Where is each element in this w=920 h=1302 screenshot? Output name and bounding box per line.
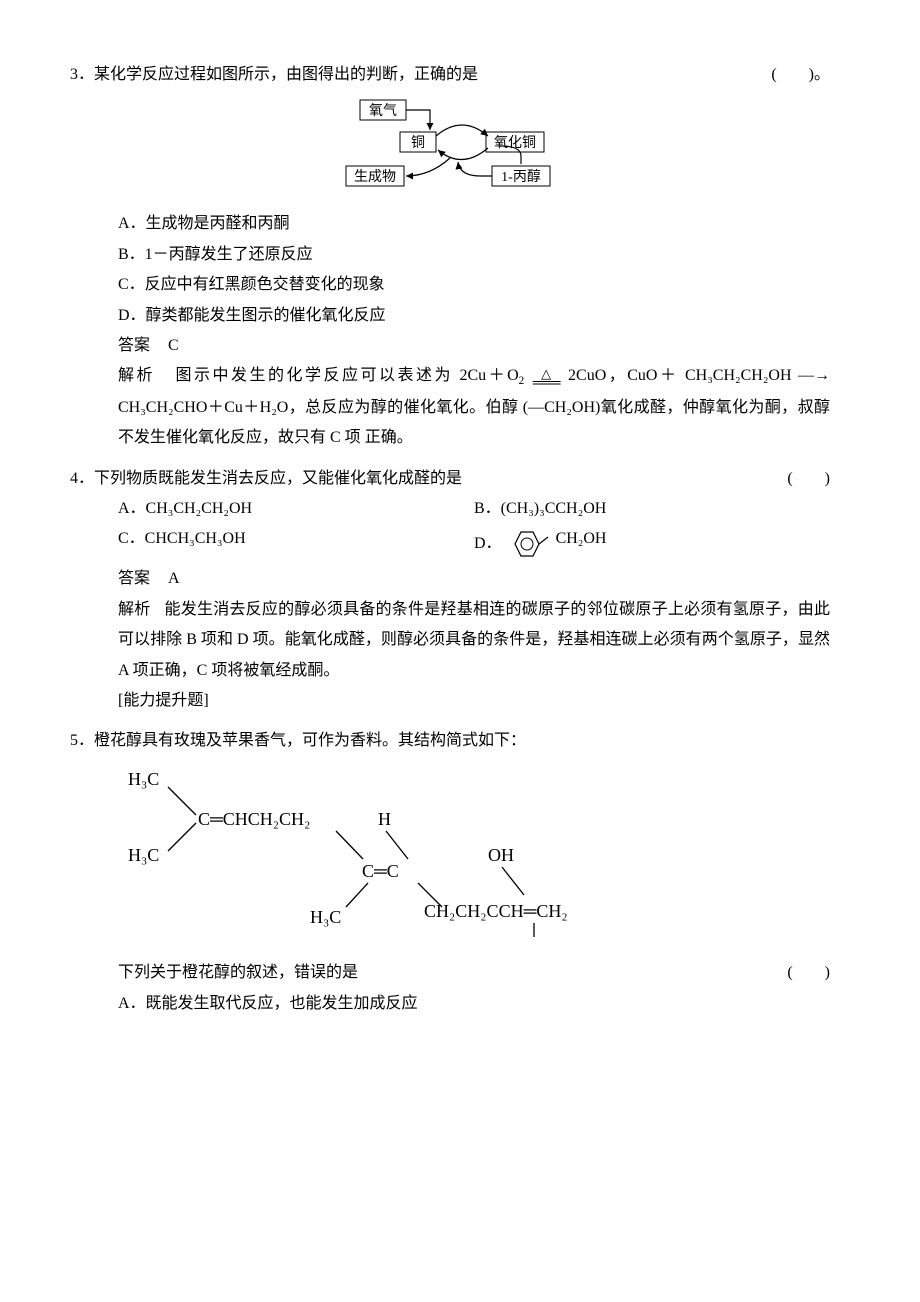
structural-formula: H₃C H₃C C═CHCH₂CH₂ H C═C H₃C OH xyxy=(118,761,830,952)
box-oxygen: 氧气 xyxy=(369,103,397,119)
option-b: B．(CH₃)₃CCH₂OH xyxy=(474,494,830,524)
box-propanol: 1-丙醇 xyxy=(501,168,541,185)
option-c: C．CHCH₃CH₃OH xyxy=(118,524,474,564)
seg2: CH₂CH₂CCH═CH₂ xyxy=(424,901,568,921)
option-c: C．反应中有红黑颜色交替变化的现象 xyxy=(118,270,830,300)
section-tag: [能力提升题] xyxy=(118,686,830,716)
question-5-options: A．既能发生取代反应，也能发生加成反应 xyxy=(90,989,830,1019)
benzene-icon xyxy=(506,524,556,564)
oh: OH xyxy=(488,845,514,865)
option-c-text: C．CHCH₃CH₃OH xyxy=(118,524,246,554)
question-3: 3． 某化学反应过程如图所示，由图得出的判断，正确的是 ( )。 氧气 铜 氧化… xyxy=(90,60,830,454)
explain-text-1: 图示中发生的化学反应可以表述为 2Cu＋O xyxy=(176,367,519,384)
question-3-header: 3． 某化学反应过程如图所示，由图得出的判断，正确的是 ( )。 xyxy=(70,60,830,90)
seg1: C═CHCH₂CH₂ xyxy=(198,809,310,829)
nerol-structure-svg: H₃C H₃C C═CHCH₂CH₂ H C═C H₃C OH xyxy=(118,761,718,941)
answer-label: 答案 xyxy=(118,570,150,587)
h3c-bot: H₃C xyxy=(128,845,159,865)
option-d: D． CH₂OH xyxy=(474,524,830,564)
question-tail-text: 下列关于橙花醇的叙述，错误的是 xyxy=(118,958,767,988)
explain-label: 解析 xyxy=(118,367,155,384)
explain-text-5: 正确。 xyxy=(365,429,413,446)
ch3-bot: CH₃ xyxy=(518,937,549,941)
option-d: D．醇类都能发生图示的催化氧化反应 xyxy=(118,301,830,331)
answer-blank: ( )。 xyxy=(771,60,830,90)
option-d-prefix: D． xyxy=(474,529,502,559)
explain-text-2: 2CuO，CuO＋ xyxy=(568,367,678,384)
c-eq-c: C═C xyxy=(362,861,399,881)
reaction-diagram: 氧气 铜 氧化铜 生成物 1-丙醇 xyxy=(90,96,830,201)
question-5-tail: 下列关于橙花醇的叙述，错误的是 ( ) xyxy=(118,958,830,988)
question-3-explanation: 解析 图示中发生的化学反应可以表述为 2Cu＋O2 △ ═══ 2CuO，CuO… xyxy=(118,361,830,453)
question-4-options: A．CH₃CH₂CH₂OH B．(CH₃)₃CCH₂OH C．CHCH₃CH₃O… xyxy=(118,494,830,564)
explain-text: 能发生消去反应的醇必须具备的条件是羟基相连的碳原子的邻位碳原子上必须有氢原子，由… xyxy=(118,601,830,679)
question-5: 5． 橙花醇具有玫瑰及苹果香气，可作为香料。其结构简式如下： H₃C H₃C C… xyxy=(90,726,830,1019)
question-4-answer: 答案 A xyxy=(118,564,830,594)
option-a: A．CH₃CH₂CH₂OH xyxy=(118,494,474,524)
question-5-header: 5． 橙花醇具有玫瑰及苹果香气，可作为香料。其结构简式如下： xyxy=(70,726,830,756)
cycle-diagram-svg: 氧气 铜 氧化铜 生成物 1-丙醇 xyxy=(310,96,610,201)
h3c-top: H₃C xyxy=(128,769,159,789)
question-stem: 某化学反应过程如图所示，由图得出的判断，正确的是 xyxy=(94,60,751,90)
option-a-text: A．CH₃CH₂CH₂OH xyxy=(118,494,252,524)
question-4: 4． 下列物质既能发生消去反应，又能催化氧化成醛的是 ( ) A．CH₃CH₂C… xyxy=(90,464,830,717)
option-d-label: CH₂OH xyxy=(556,524,607,554)
answer-blank: ( ) xyxy=(787,464,830,494)
option-b-text: B．(CH₃)₃CCH₂OH xyxy=(474,494,606,524)
option-a: A．既能发生取代反应，也能发生加成反应 xyxy=(118,989,830,1019)
question-stem: 橙花醇具有玫瑰及苹果香气，可作为香料。其结构简式如下： xyxy=(94,726,810,756)
box-copper: 铜 xyxy=(411,135,425,151)
option-a: A．生成物是丙醛和丙酮 xyxy=(118,209,830,239)
question-3-options: A．生成物是丙醛和丙酮 B．1－丙醇发生了还原反应 C．反应中有红黑颜色交替变化… xyxy=(90,209,830,331)
question-4-header: 4． 下列物质既能发生消去反应，又能催化氧化成醛的是 ( ) xyxy=(70,464,830,494)
heat-equals-arrow: △ ═══ xyxy=(533,367,560,387)
answer-value: C xyxy=(168,337,179,354)
question-number: 3． xyxy=(70,60,94,90)
explain-label: 解析 xyxy=(118,601,150,618)
question-3-answer: 答案 C xyxy=(118,331,830,361)
question-number: 4． xyxy=(70,464,94,494)
answer-blank: ( ) xyxy=(787,958,830,988)
question-stem: 下列物质既能发生消去反应，又能催化氧化成醛的是 xyxy=(94,464,767,494)
h-atom: H xyxy=(378,809,391,829)
question-4-explanation: 解析能发生消去反应的醇必须具备的条件是羟基相连的碳原子的邻位碳原子上必须有氢原子… xyxy=(118,595,830,686)
answer-label: 答案 xyxy=(118,337,150,354)
box-product: 生成物 xyxy=(354,169,396,185)
option-b: B．1－丙醇发生了还原反应 xyxy=(118,240,830,270)
h3c-mid: H₃C xyxy=(310,907,341,927)
answer-value: A xyxy=(168,570,180,587)
question-number: 5． xyxy=(70,726,94,756)
